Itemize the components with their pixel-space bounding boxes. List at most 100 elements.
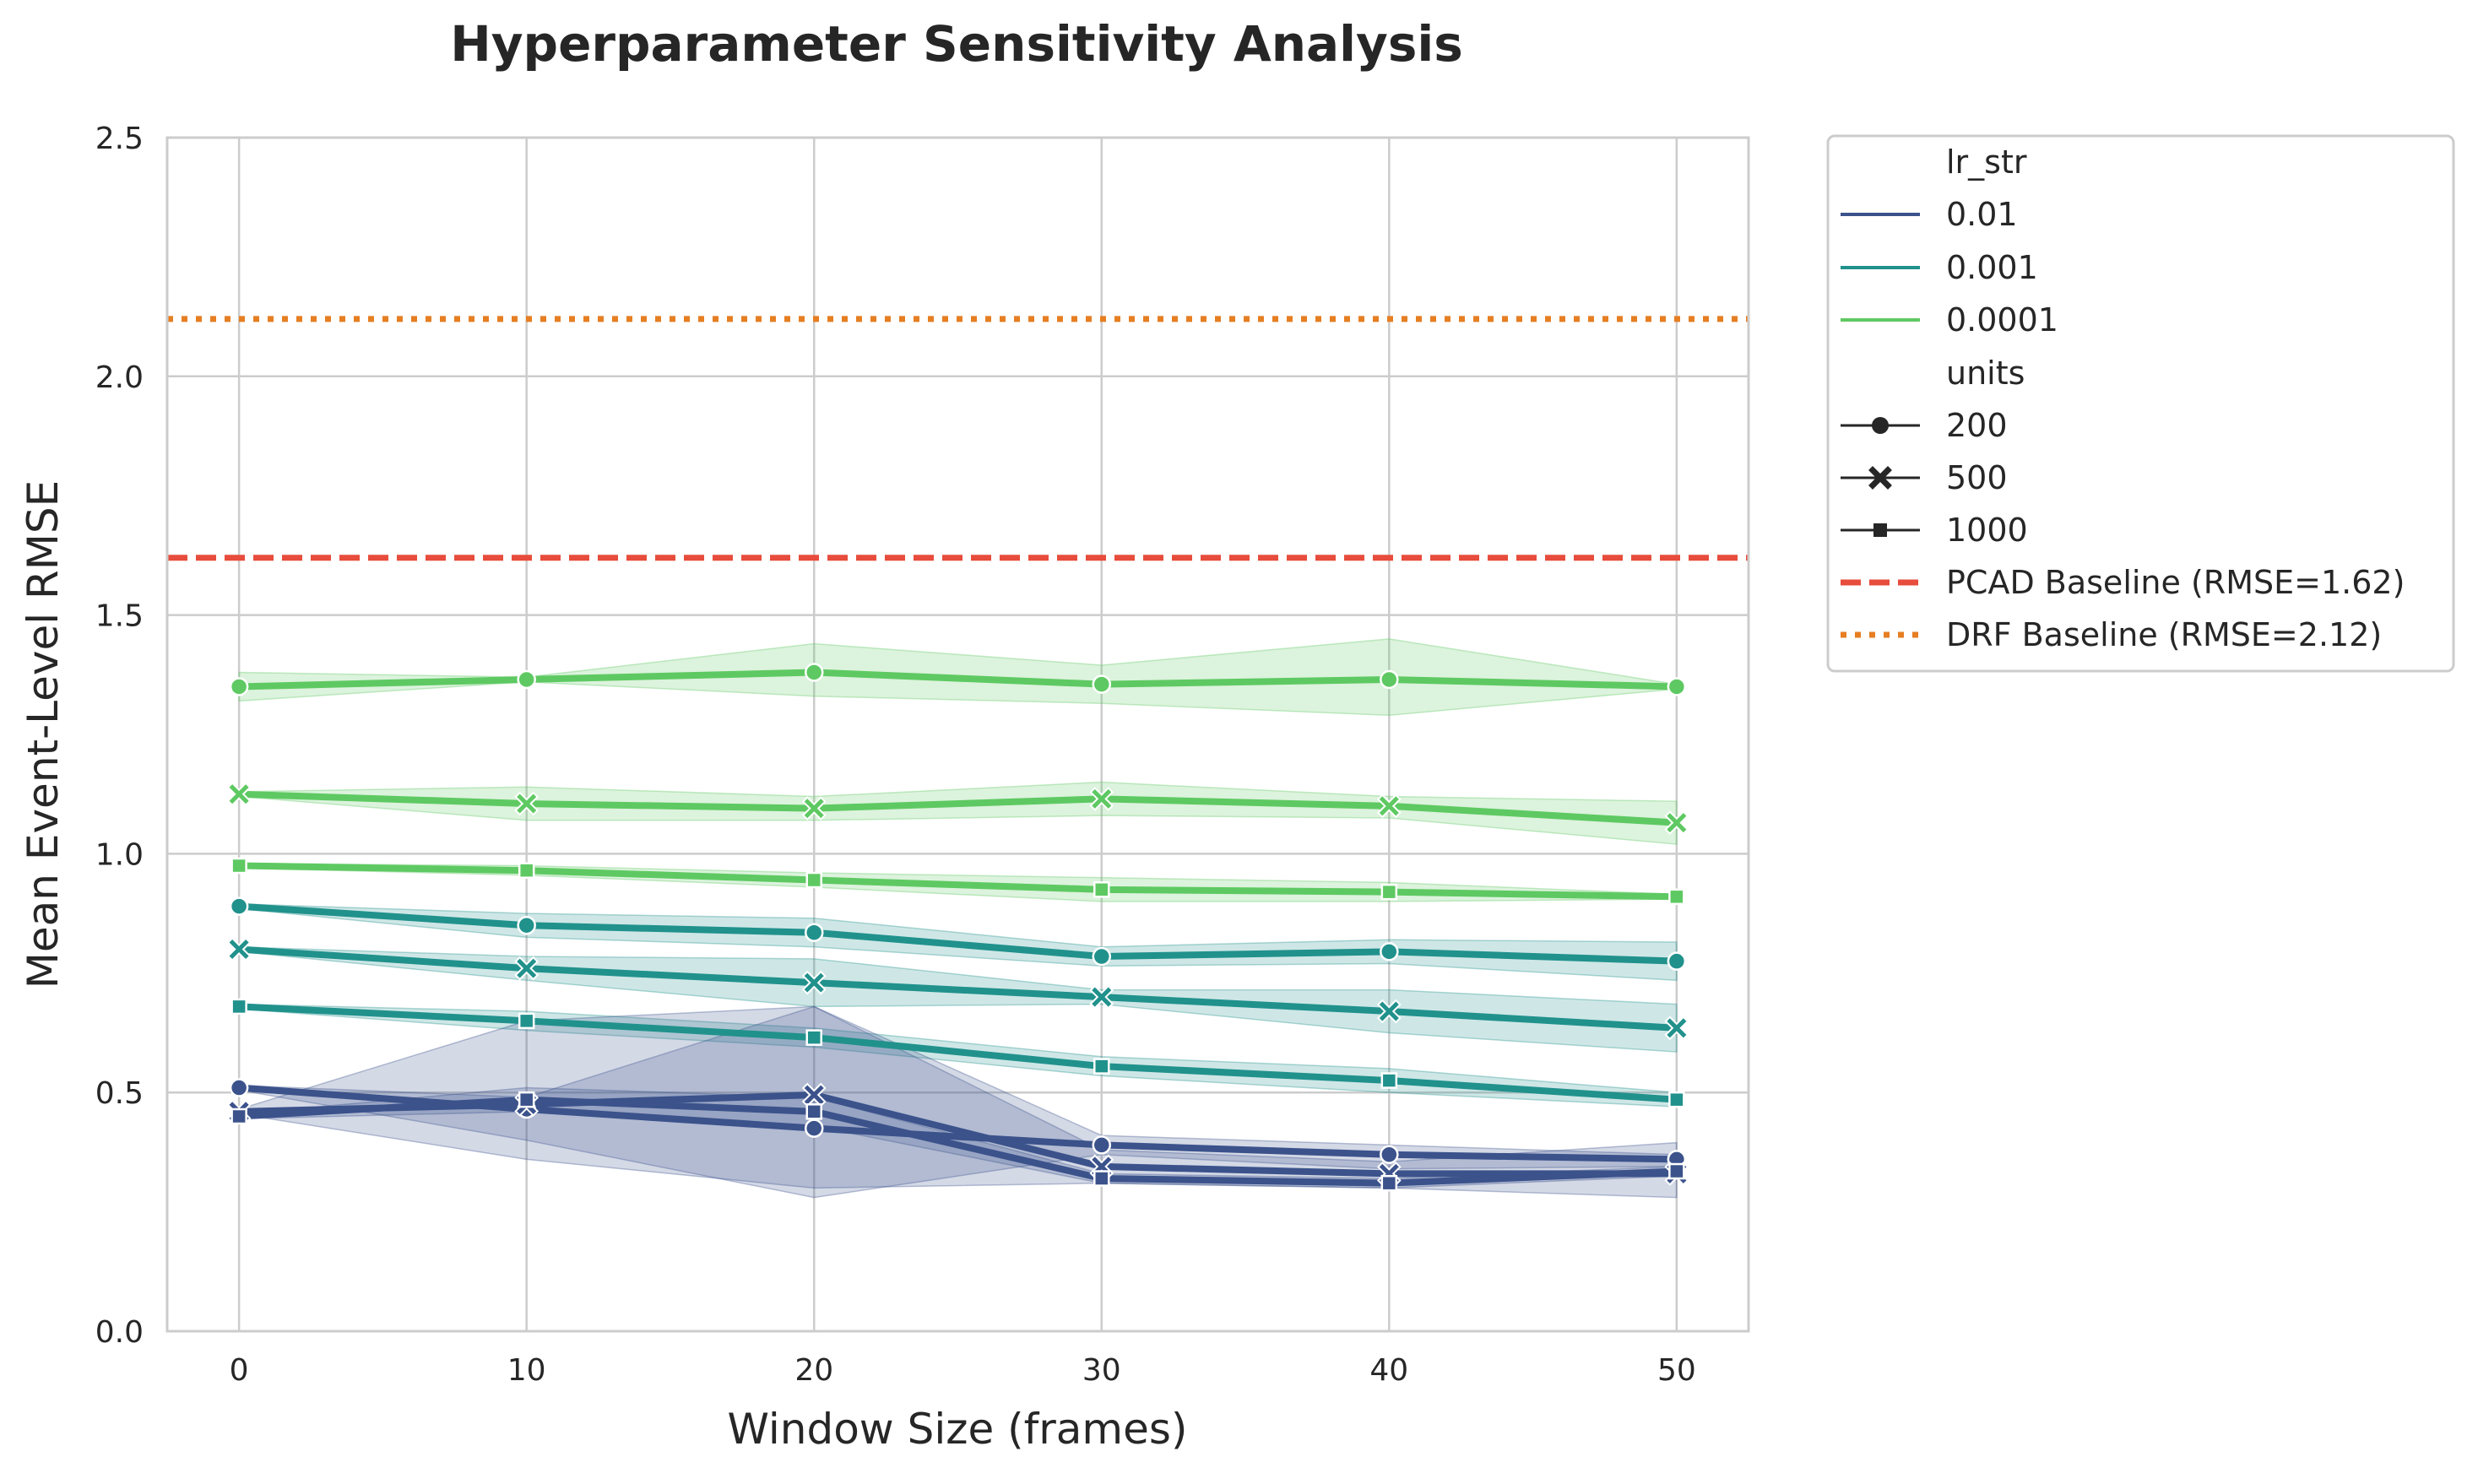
series-line-lr-0.001-units-200	[236, 902, 1680, 965]
legend-item-lr-0.01: 0.01	[1841, 196, 2018, 233]
data-point-lr-0.001-units-500	[514, 956, 540, 981]
x-tick-label: 0	[230, 1353, 249, 1388]
legend-label-units-200: 200	[1946, 407, 2008, 444]
legend-item-units-500: 500	[1841, 459, 2008, 496]
confidence-band-lr-0.0001-units-500	[238, 781, 1678, 845]
x-marker-stroke	[1379, 1001, 1399, 1021]
data-point-lr-0.0001-units-200	[517, 669, 536, 690]
data-point-lr-0.01-units-200	[229, 1078, 249, 1097]
marker-layer	[226, 663, 1689, 1192]
data-point-lr-0.001-units-500	[801, 970, 827, 995]
legend: lr_str 0.01 0.001 0.0001 units 200 500	[1826, 134, 2455, 673]
data-point-lr-0.001-units-200	[517, 915, 536, 935]
y-tick-labels: 0.0 0.5 1.0 1.5 2.0 2.5	[95, 122, 144, 1350]
data-point-lr-0.01-units-200	[1380, 1145, 1399, 1164]
baseline-layer	[167, 316, 1749, 561]
legend-label-drf-baseline: DRF Baseline (RMSE=2.12)	[1946, 616, 2382, 653]
legend-item-drf-baseline: DRF Baseline (RMSE=2.12)	[1841, 616, 2382, 653]
legend-label-lr-0.0001: 0.0001	[1946, 301, 2058, 339]
y-tick-label: 1.0	[95, 837, 144, 872]
legend-label-lr-0.001: 0.001	[1946, 249, 2038, 286]
data-point-lr-0.001-units-1000	[518, 1012, 535, 1030]
x-tick-label: 50	[1657, 1353, 1696, 1388]
grid-layer	[167, 136, 1749, 1333]
x-marker-stroke	[804, 799, 824, 819]
legend-item-lr-0.0001: 0.0001	[1841, 301, 2058, 339]
data-point-lr-0.01-units-1000	[1380, 1174, 1398, 1192]
data-point-lr-0.001-units-500	[226, 937, 252, 961]
x-marker-stroke	[1379, 796, 1399, 816]
plot-area-frame	[165, 136, 1750, 1333]
data-point-lr-0.0001-units-1000	[518, 862, 535, 879]
x-axis-label: Window Size (frames)	[728, 1405, 1188, 1454]
series-line-lr-0.001-units-500	[236, 945, 1680, 1032]
data-point-lr-0.0001-units-1000	[805, 871, 822, 889]
series-line-layer	[236, 669, 1680, 1187]
series-line-lr-0.01-units-1000	[236, 1096, 1680, 1187]
x-tick-label: 30	[1082, 1353, 1121, 1388]
data-point-lr-0.001-units-200	[229, 896, 249, 916]
y-tick-label: 1.5	[95, 599, 144, 634]
legend-hue-title: lr_str	[1946, 144, 2027, 181]
y-tick-label: 2.0	[95, 360, 144, 395]
data-point-lr-0.001-units-1000	[1093, 1058, 1110, 1075]
data-point-lr-0.0001-units-500	[226, 782, 252, 807]
data-point-lr-0.0001-units-500	[1376, 793, 1402, 819]
x-tick-labels: 0 10 20 30 40 50	[230, 1353, 1696, 1388]
data-point-lr-0.0001-units-1000	[1093, 881, 1110, 898]
data-point-lr-0.0001-units-200	[1380, 669, 1399, 690]
legend-item-units-1000: 1000	[1841, 512, 2028, 549]
data-point-lr-0.0001-units-200	[229, 677, 249, 696]
data-point-lr-0.001-units-200	[1092, 946, 1112, 967]
x-marker-stroke	[1667, 813, 1687, 833]
y-tick-label: 0.5	[95, 1076, 144, 1111]
x-marker-stroke	[804, 1085, 824, 1105]
data-point-lr-0.001-units-500	[1664, 1016, 1689, 1041]
data-point-lr-0.001-units-500	[1089, 984, 1114, 1010]
legend-frame	[1826, 134, 2455, 673]
data-point-lr-0.01-units-1000	[1668, 1162, 1685, 1180]
data-point-lr-0.01-units-1000	[1093, 1170, 1110, 1187]
legend-label-units-1000: 1000	[1946, 512, 2028, 549]
data-point-lr-0.01-units-1000	[805, 1103, 822, 1120]
legend-marker-x	[1868, 466, 1892, 490]
data-point-lr-0.001-units-200	[1380, 942, 1399, 961]
data-point-lr-0.0001-units-200	[804, 663, 824, 682]
data-point-lr-0.0001-units-200	[1092, 674, 1112, 694]
data-point-lr-0.0001-units-1000	[1668, 888, 1685, 906]
data-point-lr-0.0001-units-1000	[230, 857, 247, 875]
x-marker-stroke	[229, 784, 249, 804]
x-marker-stroke	[517, 793, 537, 814]
series-line-lr-0.0001-units-200	[236, 669, 1680, 691]
y-tick-label: 0.0	[95, 1315, 144, 1350]
x-tick-label: 40	[1369, 1353, 1408, 1388]
x-tick-label: 20	[794, 1353, 833, 1388]
legend-style-title: units	[1946, 355, 2025, 392]
x-marker-stroke	[1667, 1018, 1687, 1038]
legend-label-lr-0.01: 0.01	[1946, 196, 2018, 233]
legend-item-lr-0.001: 0.001	[1841, 249, 2038, 286]
x-tick-label: 10	[507, 1353, 546, 1388]
data-point-lr-0.001-units-1000	[230, 998, 247, 1016]
legend-label-units-500: 500	[1946, 459, 2008, 496]
data-point-lr-0.01-units-200	[1092, 1135, 1112, 1155]
data-point-lr-0.001-units-1000	[1380, 1072, 1398, 1089]
series-line-lr-0.0001-units-500	[236, 790, 1680, 826]
legend-item-units-200: 200	[1841, 407, 2008, 444]
x-marker-stroke	[804, 972, 824, 993]
data-point-lr-0.0001-units-500	[801, 796, 827, 821]
legend-item-pcad-baseline: PCAD Baseline (RMSE=1.62)	[1841, 564, 2405, 601]
legend-marker-circle	[1872, 417, 1889, 434]
data-point-lr-0.01-units-200	[804, 1118, 824, 1138]
chart-title: Hyperparameter Sensitivity Analysis	[450, 15, 1463, 73]
confidence-band-lr-0.01-units-500	[238, 1005, 1678, 1199]
x-marker-stroke	[1092, 788, 1112, 809]
x-marker-stroke	[517, 958, 537, 978]
series-line-lr-0.001-units-1000	[236, 1003, 1680, 1103]
series-line-lr-0.0001-units-1000	[236, 862, 1680, 901]
legend-label-pcad-baseline: PCAD Baseline (RMSE=1.62)	[1946, 564, 2405, 601]
data-point-lr-0.001-units-200	[804, 923, 824, 942]
x-marker-stroke	[229, 939, 249, 960]
data-point-lr-0.0001-units-500	[514, 791, 540, 816]
